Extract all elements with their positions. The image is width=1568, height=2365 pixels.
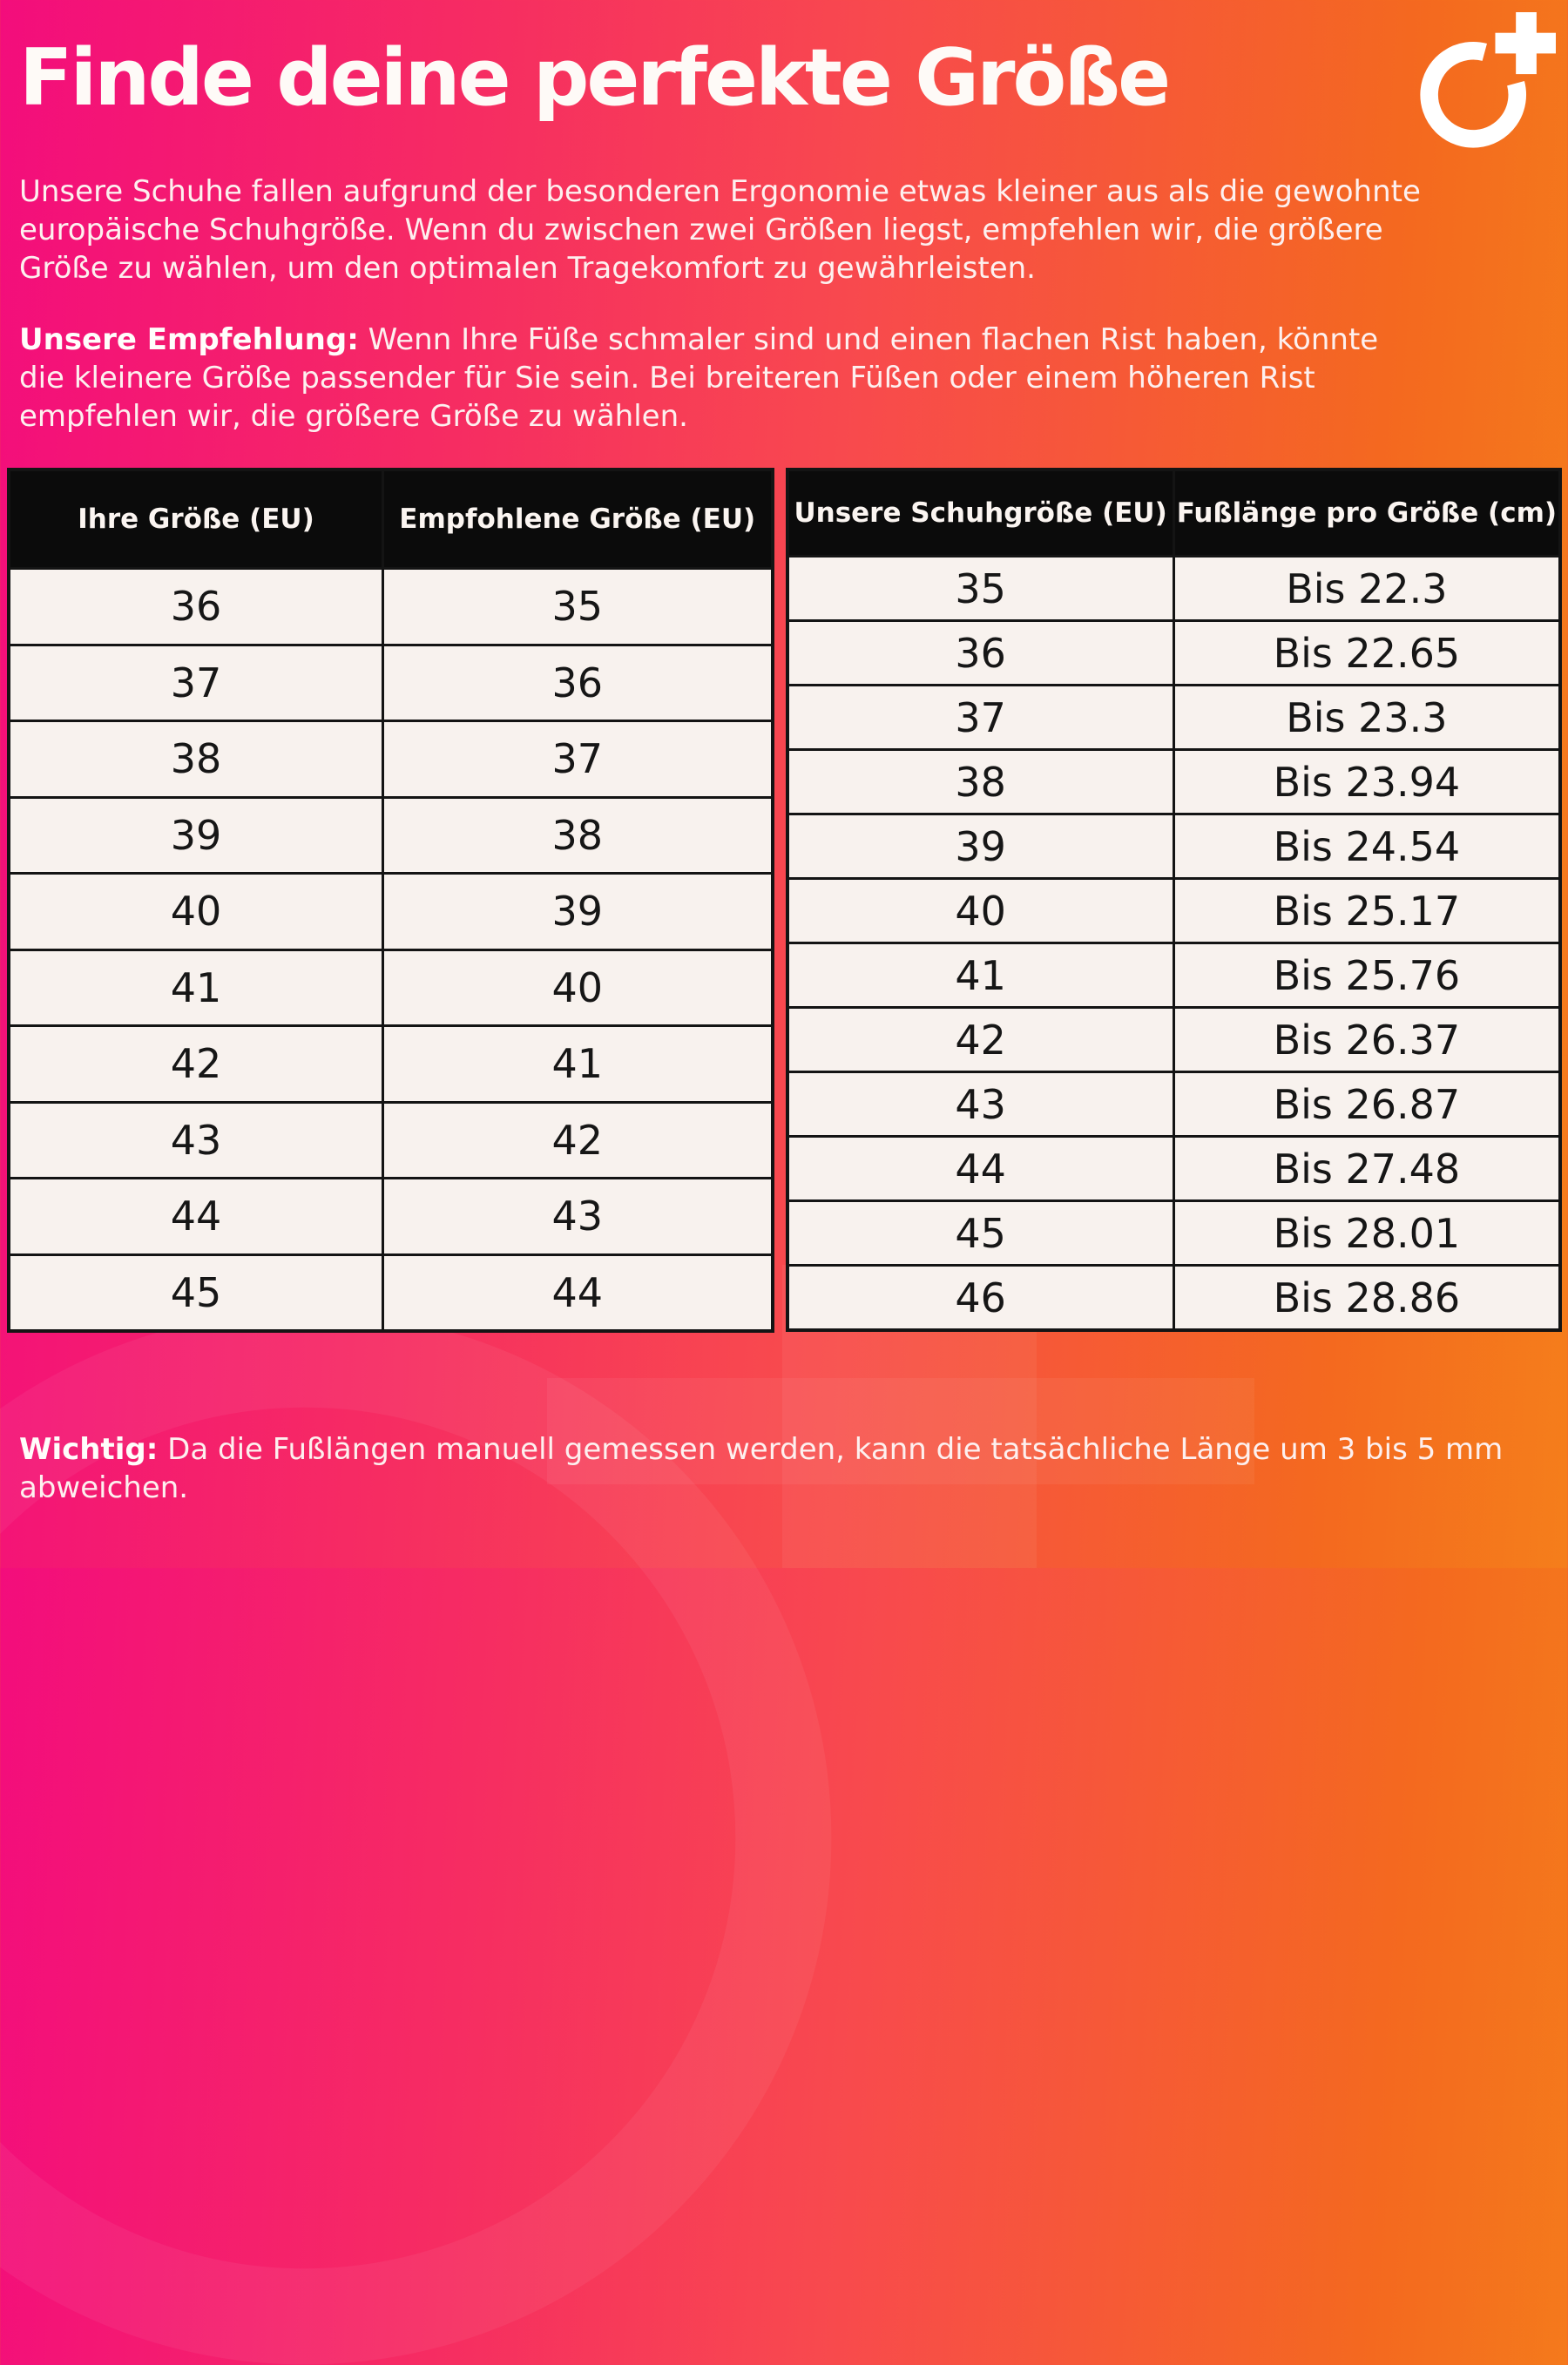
table-cell: 35 — [786, 555, 1175, 622]
recommendation-paragraph: Unsere Empfehlung: Wenn Ihre Füße schmal… — [19, 321, 1422, 436]
size-guide-infographic: Finde deine perfekte Größe Unsere Schuhe… — [7, 12, 1562, 1507]
table-cell: 41 — [7, 948, 384, 1027]
table-row: 41 Bis 25.76 — [786, 942, 1562, 1009]
brand-circle-plus-logo-icon — [1420, 12, 1556, 148]
table-cell: Bis 22.3 — [1172, 555, 1562, 622]
table-header-row: Ihre Größe (EU) Empfohlene Größe (EU) — [7, 468, 774, 570]
table-row: 42 41 — [7, 1024, 774, 1104]
recommendation-text: Wenn Ihre Füße schmaler sind und einen f… — [19, 322, 1379, 434]
table-row: 38 Bis 23.94 — [786, 748, 1562, 815]
footer-note-text: Da die Fußlängen manuell gemessen werden… — [19, 1432, 1504, 1505]
table-cell: Bis 28.86 — [1172, 1264, 1562, 1332]
table-cell: 38 — [381, 795, 774, 875]
foot-length-table: Unsere Schuhgröße (EU) Fußlänge pro Größ… — [785, 468, 1562, 1332]
tables-row: Ihre Größe (EU) Empfohlene Größe (EU) 36… — [7, 468, 1562, 1333]
size-conversion-table: Ihre Größe (EU) Empfohlene Größe (EU) 36… — [7, 468, 774, 1333]
table-cell: 37 — [786, 684, 1175, 751]
table-row: 41 40 — [7, 948, 774, 1027]
table-cell: 41 — [381, 1024, 774, 1104]
table-row: 36 35 — [7, 567, 774, 646]
footer-note: Wichtig: Da die Fußlängen manuell gemess… — [19, 1430, 1517, 1507]
table-cell: 44 — [381, 1253, 774, 1333]
column-header-empfohlene-groesse: Empfohlene Größe (EU) — [381, 468, 774, 570]
table-cell: 40 — [381, 948, 774, 1027]
table-cell: 35 — [381, 567, 774, 646]
table-row: 40 39 — [7, 872, 774, 951]
table-cell: 38 — [786, 748, 1175, 815]
table-row: 45 Bis 28.01 — [786, 1199, 1562, 1267]
table-cell: 43 — [7, 1100, 384, 1179]
table-cell: 46 — [786, 1264, 1175, 1332]
table-cell: Bis 25.76 — [1172, 942, 1562, 1009]
table-header-row: Unsere Schuhgröße (EU) Fußlänge pro Größ… — [786, 468, 1562, 557]
table-cell: 37 — [381, 720, 774, 799]
table-cell: 39 — [381, 872, 774, 951]
table-cell: 39 — [786, 813, 1175, 880]
table-cell: 42 — [786, 1006, 1175, 1073]
table-row: 43 42 — [7, 1100, 774, 1179]
table-row: 38 37 — [7, 720, 774, 799]
table-row: 39 Bis 24.54 — [786, 813, 1562, 880]
table-cell: 45 — [786, 1199, 1175, 1267]
table-row: 44 43 — [7, 1177, 774, 1256]
table-cell: 41 — [786, 942, 1175, 1009]
table-cell: Bis 26.87 — [1172, 1071, 1562, 1138]
table-row: 35 Bis 22.3 — [786, 555, 1562, 622]
table-row: 45 44 — [7, 1253, 774, 1333]
column-header-unsere-schuhgroesse: Unsere Schuhgröße (EU) — [786, 468, 1175, 557]
table-cell: 36 — [7, 567, 384, 646]
table-row: 40 Bis 25.17 — [786, 877, 1562, 944]
table-row: 37 Bis 23.3 — [786, 684, 1562, 751]
table-row: 42 Bis 26.37 — [786, 1006, 1562, 1073]
watermark-plus-icon — [547, 1378, 1254, 1484]
table-cell: 42 — [381, 1100, 774, 1179]
table-cell: Bis 28.01 — [1172, 1199, 1562, 1267]
table-row: 44 Bis 27.48 — [786, 1135, 1562, 1202]
table-cell: 40 — [7, 872, 384, 951]
table-cell: 44 — [786, 1135, 1175, 1202]
table-cell: Bis 23.3 — [1172, 684, 1562, 751]
column-header-fusslaenge: Fußlänge pro Größe (cm) — [1172, 468, 1562, 557]
table-row: 43 Bis 26.87 — [786, 1071, 1562, 1138]
table-cell: Bis 23.94 — [1172, 748, 1562, 815]
table-cell: 44 — [7, 1177, 384, 1256]
table-row: 46 Bis 28.86 — [786, 1264, 1562, 1332]
table-cell: 36 — [786, 619, 1175, 686]
table-cell: 38 — [7, 720, 384, 799]
table-cell: 37 — [7, 643, 384, 722]
table-row: 36 Bis 22.65 — [786, 619, 1562, 686]
table-cell: Bis 24.54 — [1172, 813, 1562, 880]
table-cell: 36 — [381, 643, 774, 722]
table-cell: Bis 25.17 — [1172, 877, 1562, 944]
table-cell: 40 — [786, 877, 1175, 944]
table-cell: 43 — [381, 1177, 774, 1256]
table-cell: 43 — [786, 1071, 1175, 1138]
table-cell: 39 — [7, 795, 384, 875]
table-cell: 45 — [7, 1253, 384, 1333]
table-cell: Bis 22.65 — [1172, 619, 1562, 686]
footer-note-label: Wichtig: — [19, 1432, 159, 1467]
table-cell: Bis 26.37 — [1172, 1006, 1562, 1073]
page-title: Finde deine perfekte Größe — [19, 32, 1171, 124]
table-cell: 42 — [7, 1024, 384, 1104]
column-header-ihre-groesse: Ihre Größe (EU) — [7, 468, 384, 570]
intro-paragraph: Unsere Schuhe fallen aufgrund der besond… — [19, 174, 1421, 286]
table-cell: Bis 27.48 — [1172, 1135, 1562, 1202]
table-row: 37 36 — [7, 643, 774, 722]
table-row: 39 38 — [7, 795, 774, 875]
recommendation-label: Unsere Empfehlung: — [19, 322, 359, 357]
